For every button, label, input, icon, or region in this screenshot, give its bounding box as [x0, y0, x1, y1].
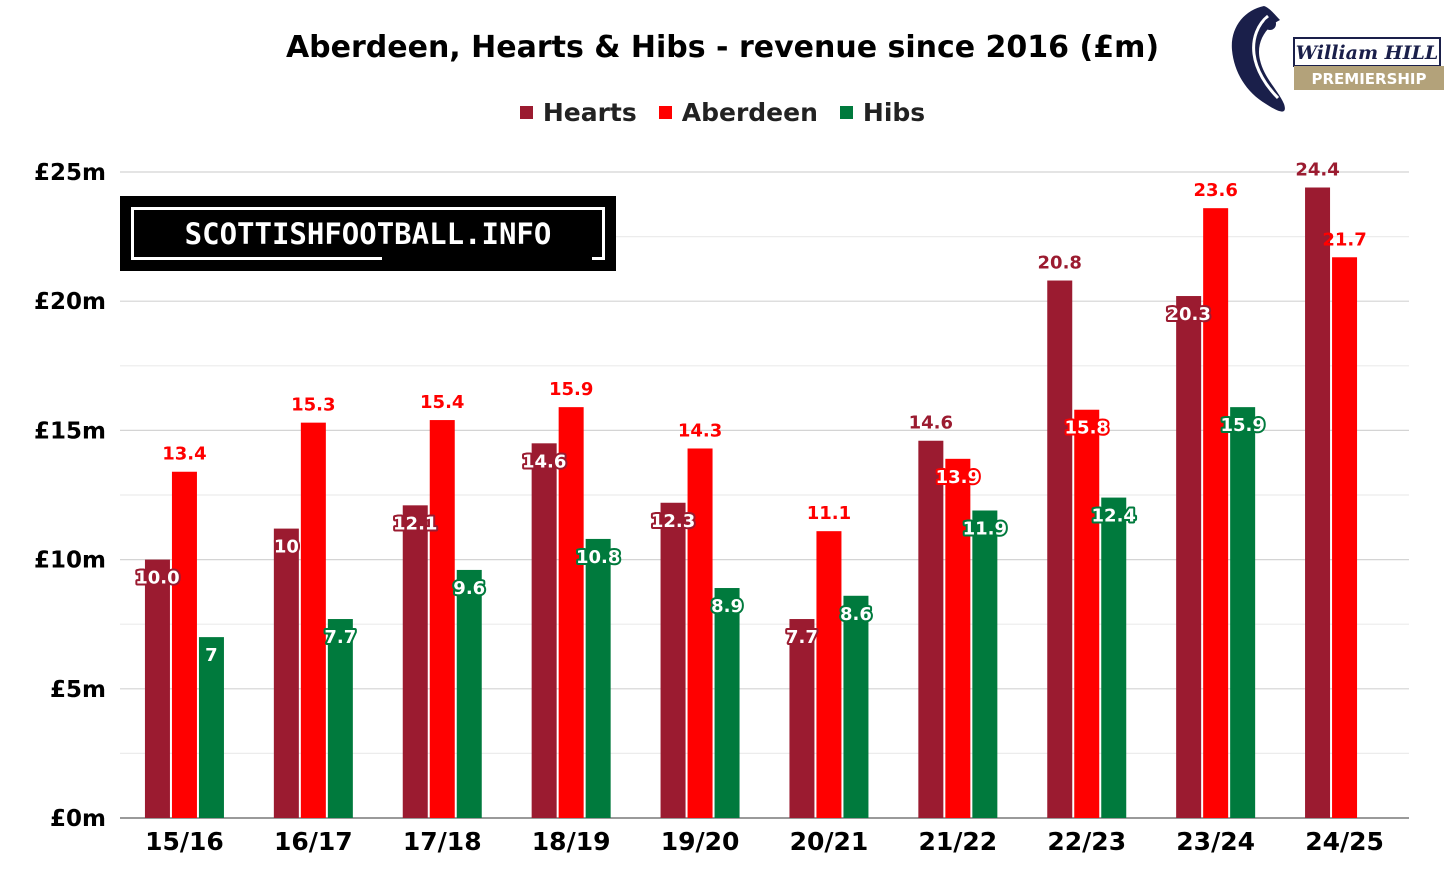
lion-icon — [1231, 6, 1285, 112]
data-label: 11.9 — [963, 519, 1007, 540]
bar-hearts-22-23 — [1047, 280, 1073, 818]
x-tick-label: 15/16 — [145, 827, 224, 856]
data-label: 10.8 — [576, 547, 620, 568]
x-tick-label: 24/25 — [1305, 827, 1384, 856]
data-label: 13.4 — [162, 444, 206, 465]
data-label: 10.0 — [135, 568, 179, 589]
y-tick-label: £20m — [34, 289, 106, 315]
x-tick-label: 23/24 — [1176, 827, 1255, 856]
x-tick-label: 22/23 — [1047, 827, 1126, 856]
x-tick-label: 18/19 — [532, 827, 611, 856]
x-axis: 15/16 16/17 17/18 18/19 19/20 20/21 21/22 22/23… — [145, 827, 1384, 856]
bar-hearts-20-21 — [789, 619, 815, 818]
data-label: 14.6 — [522, 451, 566, 472]
bar-hibs-18-19 — [585, 538, 611, 818]
bars — [144, 187, 1358, 819]
sponsor-text: William HILL — [1296, 42, 1438, 64]
y-tick-label: £25m — [34, 160, 106, 186]
bar-aberdeen-19-20 — [687, 448, 713, 818]
bar-aberdeen-20-21 — [816, 531, 842, 818]
bar-hibs-19-20 — [714, 588, 740, 818]
legend: Hearts Aberdeen Hibs — [0, 98, 1445, 127]
data-label: 24.4 — [1295, 160, 1339, 181]
data-label: 14.6 — [909, 413, 953, 434]
data-label: 13.9 — [936, 467, 980, 488]
legend-item-hibs: Hibs — [839, 98, 926, 127]
legend-item-hearts: Hearts — [519, 98, 637, 127]
x-tick-label: 21/22 — [918, 827, 997, 856]
data-label: 15.4 — [420, 392, 464, 413]
data-label: 8.6 — [840, 604, 872, 625]
data-label: 7 — [205, 645, 218, 666]
legend-label: Hearts — [542, 98, 637, 127]
data-label: 12.3 — [651, 511, 695, 532]
bar-aberdeen-15-16 — [171, 471, 197, 818]
data-label: 21.7 — [1322, 229, 1366, 250]
legend-swatch — [658, 106, 672, 119]
data-label: 11.1 — [807, 503, 851, 524]
y-tick-label: £0m — [50, 806, 106, 832]
x-tick-label: 17/18 — [403, 827, 482, 856]
watermark-text: SCOTTISHFOOTBALL.INFO — [184, 216, 552, 251]
y-tick-label: £15m — [34, 418, 106, 444]
data-label: 10 — [274, 537, 299, 558]
y-tick-label: £10m — [34, 548, 106, 574]
bar-aberdeen-24-25 — [1332, 257, 1358, 819]
bar-hibs-20-21 — [843, 595, 869, 818]
data-labels: 10.0 13.4 7 10 15.3 7.7 12.1 15.4 9.6 14.6 15.9 10.… — [133, 160, 1367, 669]
legend-item-aberdeen: Aberdeen — [658, 98, 818, 127]
bar-hearts-17-18 — [402, 505, 428, 818]
data-label: 20.3 — [1166, 304, 1210, 325]
data-label: 23.6 — [1193, 180, 1237, 201]
league-text: PREMIERSHIP — [1311, 70, 1426, 88]
data-label: 20.8 — [1038, 253, 1082, 274]
bar-hearts-18-19 — [531, 443, 557, 818]
data-label: 14.3 — [678, 420, 722, 441]
bar-aberdeen-22-23 — [1074, 409, 1100, 818]
data-label: 15.8 — [1065, 418, 1109, 439]
data-label: 9.6 — [453, 578, 485, 599]
data-label: 15.9 — [1220, 415, 1264, 436]
bar-hearts-21-22 — [918, 440, 944, 818]
x-tick-label: 20/21 — [790, 827, 869, 856]
bar-hibs-22-23 — [1101, 497, 1127, 818]
bar-hearts-23-24 — [1176, 296, 1202, 819]
bar-hearts-24-25 — [1305, 187, 1331, 818]
bar-hibs-23-24 — [1230, 407, 1256, 818]
chart-title: Aberdeen, Hearts & Hibs - revenue since … — [285, 30, 1160, 65]
x-tick-label: 19/20 — [661, 827, 740, 856]
bar-aberdeen-23-24 — [1203, 208, 1229, 818]
x-tick-label: 16/17 — [274, 827, 353, 856]
y-axis: £0m £5m £10m £15m £20m £25m — [34, 160, 106, 832]
bar-hearts-16-17 — [273, 528, 299, 818]
data-label: 12.4 — [1092, 506, 1136, 527]
data-label: 12.1 — [393, 513, 437, 534]
bar-aberdeen-21-22 — [945, 458, 971, 818]
data-label: 8.9 — [711, 596, 743, 617]
y-tick-label: £5m — [50, 677, 106, 703]
bar-aberdeen-17-18 — [429, 420, 455, 818]
data-label: 15.9 — [549, 379, 593, 400]
data-label: 7.7 — [786, 627, 818, 648]
legend-label: Hibs — [862, 98, 926, 127]
premiership-logo: William HILL PREMIERSHIP — [1231, 6, 1444, 112]
bar-hearts-19-20 — [660, 502, 686, 818]
data-label: 7.7 — [324, 627, 356, 648]
bar-hibs-16-17 — [327, 619, 353, 818]
scottishfootball-watermark-logo: SCOTTISHFOOTBALL.INFO — [120, 196, 616, 271]
bar-hearts-15-16 — [144, 559, 170, 818]
bar-aberdeen-18-19 — [558, 407, 584, 818]
bar-hibs-17-18 — [456, 569, 482, 818]
legend-swatch — [519, 106, 533, 119]
bar-aberdeen-16-17 — [300, 422, 326, 818]
bar-hibs-21-22 — [972, 510, 998, 818]
data-label: 15.3 — [291, 395, 335, 416]
legend-swatch — [839, 106, 853, 119]
legend-label: Aberdeen — [681, 98, 818, 127]
bar-hibs-15-16 — [198, 637, 224, 818]
